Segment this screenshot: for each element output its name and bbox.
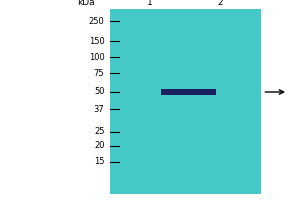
Text: 50: 50 <box>94 88 104 97</box>
Text: 250: 250 <box>89 17 104 25</box>
Text: 20: 20 <box>94 142 104 150</box>
Text: 2: 2 <box>218 0 223 7</box>
Text: 15: 15 <box>94 158 104 166</box>
Bar <box>160 89 216 95</box>
Bar <box>110 9 261 194</box>
Text: 25: 25 <box>94 128 104 136</box>
Text: 37: 37 <box>94 104 104 114</box>
Text: 1: 1 <box>147 0 153 7</box>
Text: 150: 150 <box>89 36 104 46</box>
Text: 100: 100 <box>89 52 104 62</box>
Text: kDa: kDa <box>77 0 94 7</box>
Text: 75: 75 <box>94 68 104 77</box>
